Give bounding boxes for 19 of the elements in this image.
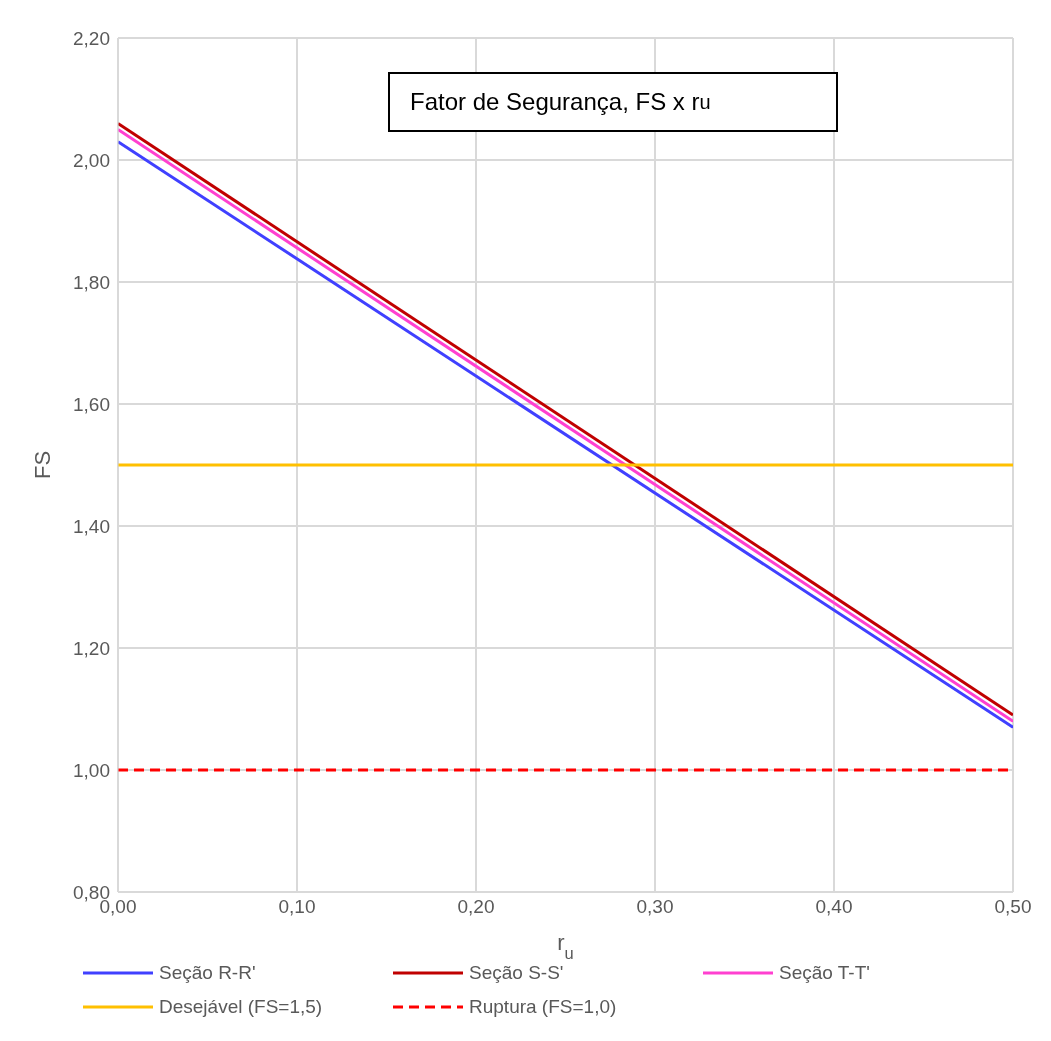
- y-tick-label: 1,00: [73, 759, 110, 781]
- x-tick-label: 0,50: [994, 896, 1032, 918]
- y-tick-label: 2,00: [73, 149, 110, 171]
- y-tick-label: 1,60: [73, 393, 110, 415]
- legend-label: Desejável (FS=1,5): [159, 996, 323, 1018]
- y-axis-title: FS: [30, 450, 55, 480]
- x-tick-label: 0,20: [457, 896, 495, 918]
- legend-label: Seção T-T': [779, 962, 870, 984]
- x-tick-label: 0,40: [815, 896, 853, 918]
- y-tick-label: 2,20: [73, 27, 110, 49]
- legend-label: Ruptura (FS=1,0): [469, 996, 617, 1018]
- x-tick-label: 0,10: [278, 896, 316, 918]
- y-tick-label: 1,20: [73, 637, 110, 659]
- legend-label: Seção S-S': [469, 962, 564, 984]
- legend-label: Seção R-R': [159, 962, 256, 984]
- y-tick-label: 1,80: [73, 271, 110, 293]
- x-tick-label: 0,30: [636, 896, 674, 918]
- y-tick-label: 1,40: [73, 515, 110, 537]
- x-axis-title: r$_{u}$: [557, 930, 574, 962]
